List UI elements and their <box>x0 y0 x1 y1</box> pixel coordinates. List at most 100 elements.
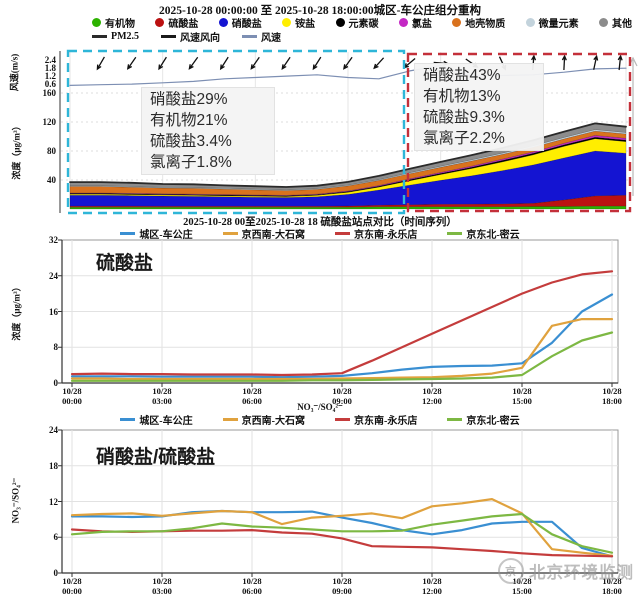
legend-item: 京东南-永乐店 <box>335 226 417 241</box>
y-tick-label: 12 <box>49 497 58 507</box>
bottom-y-axis-label: NO₃⁻/SO₄²⁻ <box>10 477 21 524</box>
legend-label: 硝酸盐 <box>231 19 262 30</box>
y-tick-label: 18 <box>49 461 58 471</box>
legend-line-icon <box>447 418 463 421</box>
legend-dot-icon <box>218 18 228 27</box>
legend-dot-icon <box>282 18 292 27</box>
legend-item: 地壳物质 <box>452 15 505 30</box>
x-tick-label: 10/28 03:00 <box>152 386 172 407</box>
legend-line-icon <box>335 418 350 421</box>
legend-label: 城区-车公庄 <box>139 416 193 427</box>
x-tick-label: 10/28 12:00 <box>422 386 442 407</box>
annotation-line: 硝酸盐43% <box>423 67 501 84</box>
annotation-left-period: 硝酸盐29% 有机物21% 硫酸盐3.4% 氯离子1.8% <box>142 88 274 174</box>
legend-label: 铵盐 <box>295 19 316 30</box>
bottom-plot-label: 硝酸盐/硫酸盐 <box>96 447 216 468</box>
legend-item: 元素碳 <box>335 15 379 30</box>
x-tick-label: 10/28 12:00 <box>422 576 442 597</box>
middle-chart-title: 2025-10-28 00至2025-10-28 18 硫酸盐站点对比（时间序列… <box>183 217 457 228</box>
wind-y-tick-label: 1.2 <box>44 71 56 81</box>
legend-label: 有机物 <box>105 19 135 30</box>
annotation-line: 硫酸盐9.3% <box>423 109 505 126</box>
legend-item: 城区-车公庄 <box>120 412 193 427</box>
legend-dot-icon <box>599 18 608 27</box>
legend-item: 微量元素 <box>525 15 579 30</box>
legend-item: 京西南-大石窝 <box>222 412 305 427</box>
legend-item: 京东北-密云 <box>447 226 520 241</box>
legend-label: 京东北-密云 <box>466 416 520 427</box>
legend-dot-icon <box>335 18 345 27</box>
legend-dot-icon <box>525 18 535 27</box>
conc-y-tick-label: 40 <box>47 175 56 185</box>
legend-line-icon <box>161 35 177 38</box>
legend-item: 风速风向 <box>161 29 220 44</box>
legend-dot-icon <box>398 18 408 27</box>
x-tick-label: 10/28 00:00 <box>62 576 82 597</box>
legend-item: 京东北-密云 <box>447 412 520 427</box>
wind-y-tick-label: 2.4 <box>44 55 56 65</box>
middle-chart-legend: 城区-车公庄 京西南-大石窝 京东南-永乐店 京东北-密云 <box>0 226 640 241</box>
legend-item: 京西南-大石窝 <box>222 226 305 241</box>
legend-item: 氯盐 <box>398 15 432 30</box>
legend-line-icon <box>222 418 238 421</box>
wind-y-tick-label: 1.8 <box>44 63 56 73</box>
x-tick-label: 10/28 09:00 <box>332 386 352 407</box>
annotation-line: 有机物21% <box>150 112 228 129</box>
legend-label: 京西南-大石窝 <box>241 416 305 427</box>
y-tick-label: 24 <box>49 425 58 435</box>
x-tick-label: 10/28 00:00 <box>62 386 82 407</box>
legend-item: PM2.5 <box>92 31 139 42</box>
bottom-chart-caption: NO₃⁻/SO₄²⁻ <box>297 402 343 412</box>
annotation-line: 硝酸盐29% <box>150 91 228 108</box>
legend-item: 硫酸盐 <box>155 15 198 30</box>
annotation-line: 氯离子1.8% <box>150 154 232 171</box>
legend-label: 风速风向 <box>180 33 221 44</box>
legend-label: 京东南-永乐店 <box>354 416 418 427</box>
watermark-text: 北京环境监测 <box>529 564 634 582</box>
watermark: 京 北京环境监测 <box>498 558 634 584</box>
overlay-lines-legend: PM2.5 风速风向 风速 <box>92 29 281 44</box>
legend-line-icon <box>222 232 238 235</box>
x-tick-label: 10/28 06:00 <box>242 576 262 597</box>
legend-item: 有机物 <box>92 15 135 30</box>
legend-label: 氯盐 <box>411 19 432 30</box>
middle-y-axis-label: 浓度（μg/m³） <box>11 282 22 341</box>
legend-item: 风速 <box>242 29 281 44</box>
x-tick-label: 10/28 18:00 <box>602 576 622 597</box>
legend-line-icon <box>242 35 258 38</box>
legend-label: 其他 <box>612 19 632 30</box>
x-tick-label: 10/28 15:00 <box>512 386 532 407</box>
x-tick-label: 10/28 06:00 <box>242 386 262 407</box>
legend-label: 硫酸盐 <box>168 19 199 30</box>
x-tick-label: 10/28 03:00 <box>152 576 172 597</box>
legend-label: 地壳物质 <box>465 19 506 30</box>
legend-item: 硝酸盐 <box>218 15 262 30</box>
annotation-line: 硫酸盐3.4% <box>150 133 232 150</box>
legend-item: 京东南-永乐店 <box>335 412 417 427</box>
legend-item: 铵盐 <box>282 15 315 30</box>
y-tick-label: 6 <box>53 532 59 542</box>
legend-label: 京东北-密云 <box>466 230 520 241</box>
annotation-line: 氯离子2.2% <box>423 130 505 147</box>
annotation-right-period: 硝酸盐43% 有机物13% 硫酸盐9.3% 氯离子2.2% <box>415 64 543 150</box>
y-tick-label: 16 <box>49 307 58 317</box>
legend-label: 元素碳 <box>348 19 379 30</box>
legend-item: 城区-车公庄 <box>120 226 193 241</box>
x-tick-label: 10/28 09:00 <box>332 576 352 597</box>
conc-y-tick-label: 80 <box>47 146 56 156</box>
legend-line-icon <box>335 232 350 235</box>
legend-line-icon <box>120 232 136 235</box>
composition-legend: 有机物 硫酸盐 硝酸盐 铵盐 元素碳 氯盐 地壳物质 微量元素 其他 <box>92 15 632 30</box>
watermark-logo-icon: 京 <box>498 558 524 584</box>
bottom-chart-legend: 城区-车公庄 京西南-大石窝 京东南-永乐店 京东北-密云 <box>0 412 640 427</box>
legend-label: 京东南-永乐店 <box>354 230 418 241</box>
wind-y-tick-label: 0.6 <box>44 79 56 89</box>
legend-label: 城区-车公庄 <box>139 230 193 241</box>
legend-line-icon <box>447 232 463 235</box>
y-tick-label: 0 <box>53 568 59 578</box>
legend-line-icon <box>120 418 136 421</box>
legend-dot-icon <box>92 18 101 27</box>
y-tick-label: 24 <box>49 271 58 281</box>
